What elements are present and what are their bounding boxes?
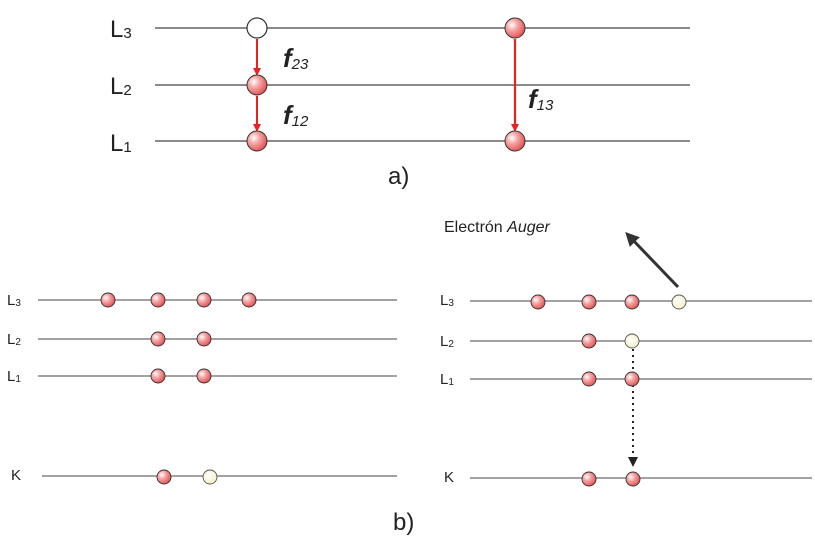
level-label-b-left-l2: L2 (7, 331, 21, 348)
vacancy (671, 294, 687, 310)
label-f23: f23 (283, 43, 309, 73)
electron-l2 (246, 74, 268, 96)
electron (581, 471, 597, 487)
vacancy (624, 333, 640, 349)
diagram-b-left: L3 L2 L1 K (7, 292, 397, 485)
diagram-a: L3 L2 L1 f23 f12 f13 a) (110, 16, 690, 190)
electron (624, 294, 640, 310)
label-f13: f13 (528, 84, 554, 114)
electron (581, 294, 597, 310)
vacancy-l3 (246, 17, 268, 39)
electron (581, 333, 597, 349)
electron-l1-right (504, 130, 526, 152)
label-f12: f12 (283, 100, 309, 130)
vacancy (202, 469, 218, 485)
level-label-b-right-l1: L1 (440, 371, 454, 388)
auger-electron-label: Electrón Auger (444, 219, 551, 236)
electron-l3-right (504, 17, 526, 39)
caption-a: a) (388, 163, 409, 190)
electron (156, 469, 172, 485)
electron (530, 294, 546, 310)
electron (150, 292, 166, 308)
level-label-l3: L3 (110, 16, 132, 43)
level-label-b-left-l1: L1 (7, 368, 21, 385)
electron (100, 292, 116, 308)
level-label-l1: L1 (110, 130, 132, 157)
electron (150, 368, 166, 384)
level-label-b-right-l2: L2 (440, 333, 454, 350)
level-label-b-left-l3: L3 (7, 292, 21, 309)
diagram-b-right: L3 L2 L1 K Electrón Auger (440, 219, 812, 487)
electron (241, 292, 257, 308)
auger-emission-arrow (625, 231, 680, 289)
level-label-b-right-l3: L3 (440, 292, 454, 309)
electron (196, 292, 212, 308)
electron (581, 371, 597, 387)
electron (150, 331, 166, 347)
electron (196, 331, 212, 347)
electron (625, 471, 641, 487)
level-label-b-right-k: K (444, 469, 454, 486)
electron-l1 (246, 130, 268, 152)
level-label-l2: L2 (110, 73, 132, 100)
electron (624, 371, 640, 387)
caption-b: b) (393, 509, 414, 536)
level-label-b-left-k: K (11, 467, 21, 484)
electron (196, 368, 212, 384)
